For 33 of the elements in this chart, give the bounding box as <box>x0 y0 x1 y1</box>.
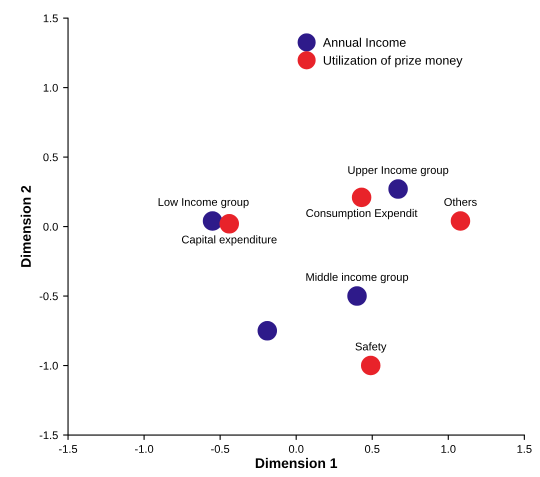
point <box>352 188 372 208</box>
x-tick-label: 1.0 <box>441 445 456 453</box>
annotation: Upper Income group <box>348 166 448 176</box>
y-tick-label: 0.0 <box>43 222 58 231</box>
point <box>450 211 470 231</box>
x-tick-label: 0.5 <box>364 445 380 453</box>
y-tick-label: 1.0 <box>44 84 58 92</box>
point <box>258 321 278 341</box>
point <box>347 286 367 306</box>
y-tick-label: -1.0 <box>40 362 58 370</box>
x-tick-label: -1.5 <box>58 445 78 453</box>
y-tick-label: 1.5 <box>44 14 58 22</box>
y-tick-label: 0.5 <box>43 153 58 162</box>
annotation: Consumption Expendit <box>306 208 418 220</box>
legend-label: Utilization of prize money <box>324 56 462 68</box>
point <box>388 179 408 199</box>
point <box>202 211 222 231</box>
x-tick-label: 1.5 <box>517 445 532 453</box>
x-tick-label: -1.0 <box>135 445 154 453</box>
annotation: Others <box>444 198 477 206</box>
y-axis-title: Dimension 2 <box>20 186 31 267</box>
annotation: Safety <box>355 342 386 353</box>
legend-label: Annual Income <box>322 38 406 47</box>
point <box>220 214 240 234</box>
point <box>360 356 380 376</box>
x-axis-title: Dimension 1 <box>256 458 338 468</box>
annotation: Middle income group <box>306 272 408 284</box>
x-tick-label: -0.5 <box>211 445 230 453</box>
y-tick-label: -1.5 <box>40 431 58 440</box>
annotation: Capital expenditure <box>182 235 277 246</box>
x-tick-label: 0.0 <box>288 445 304 453</box>
annotation: Low Income group <box>158 198 249 208</box>
y-tick-label: -0.5 <box>40 292 58 300</box>
